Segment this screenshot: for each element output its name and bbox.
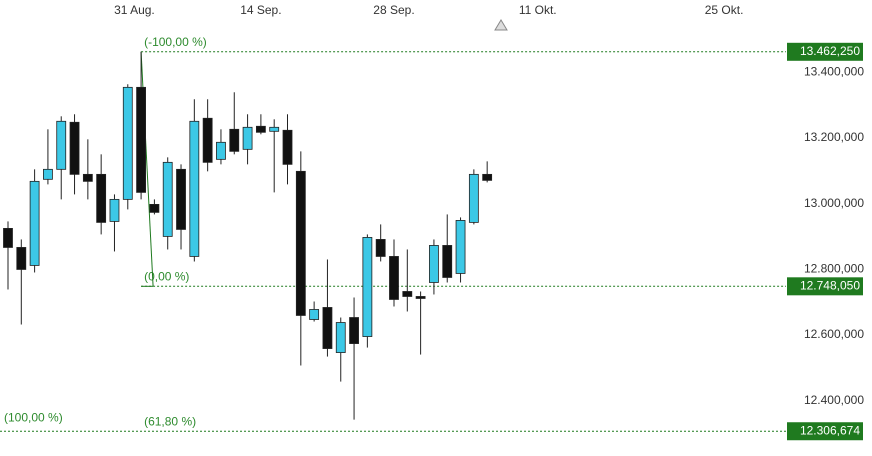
fib-label: (61,80 %) xyxy=(144,414,196,428)
candle-body xyxy=(69,121,80,175)
candle-body xyxy=(109,198,120,222)
y-tick-label: 12.400,000 xyxy=(804,393,864,407)
candle-body xyxy=(402,291,413,297)
candle-body xyxy=(375,239,386,257)
candle-body xyxy=(216,141,226,160)
x-tick-label: 28 Sep. xyxy=(373,3,414,17)
fib-label: (100,00 %) xyxy=(4,410,63,424)
y-tick-label: 12.800,000 xyxy=(804,261,864,275)
candle-body xyxy=(349,317,359,344)
candle-body xyxy=(442,245,453,278)
x-tick-label: 25 Okt. xyxy=(705,3,744,17)
candle-body xyxy=(269,126,280,132)
candle-body xyxy=(43,168,53,180)
candle-body xyxy=(149,204,160,213)
candle-body xyxy=(322,307,333,349)
candle-body xyxy=(96,173,107,223)
candle-body xyxy=(56,120,67,170)
y-tick-label: 13.000,000 xyxy=(804,196,864,210)
x-tick-label: 11 Okt. xyxy=(519,3,557,17)
candle-body xyxy=(202,117,213,163)
candle-body xyxy=(29,180,40,266)
y-tick-label: 13.400,000 xyxy=(804,64,864,78)
candle-body xyxy=(482,173,493,181)
y-tick-label: 12.600,000 xyxy=(804,327,864,341)
candle-body xyxy=(415,296,426,299)
level-label: 13.462,250 xyxy=(800,44,860,58)
fib-label: (0,00 %) xyxy=(144,269,189,283)
candle-body xyxy=(82,173,93,182)
candle-body xyxy=(429,245,439,283)
fib-label: (-100,00 %) xyxy=(144,35,207,49)
candle-body xyxy=(362,237,373,337)
candle-body xyxy=(309,309,320,320)
candle-body xyxy=(282,129,293,165)
y-tick-label: 13.200,000 xyxy=(804,130,864,144)
candle-body xyxy=(242,126,253,150)
candle-body xyxy=(176,168,186,230)
level-label: 12.748,050 xyxy=(800,278,860,292)
candle-body xyxy=(162,161,173,237)
candle-body xyxy=(122,86,133,200)
candle-body xyxy=(295,170,306,316)
candle-body xyxy=(255,125,266,133)
candle-body xyxy=(3,228,13,248)
candle-body xyxy=(189,120,200,257)
candle-body xyxy=(229,128,240,152)
x-tick-label: 31 Aug. xyxy=(114,3,155,17)
candle-body xyxy=(136,86,146,193)
x-tick-label: 14 Sep. xyxy=(240,3,281,17)
level-box xyxy=(787,277,863,296)
candle-body xyxy=(335,322,346,353)
level-box xyxy=(787,422,863,441)
scroll-marker[interactable] xyxy=(494,19,508,31)
candle-body xyxy=(16,247,27,270)
candle-body xyxy=(468,173,479,223)
level-box xyxy=(787,42,863,61)
level-label: 12.306,674 xyxy=(800,423,860,437)
candle-body xyxy=(455,220,466,274)
candle-body xyxy=(389,256,399,300)
